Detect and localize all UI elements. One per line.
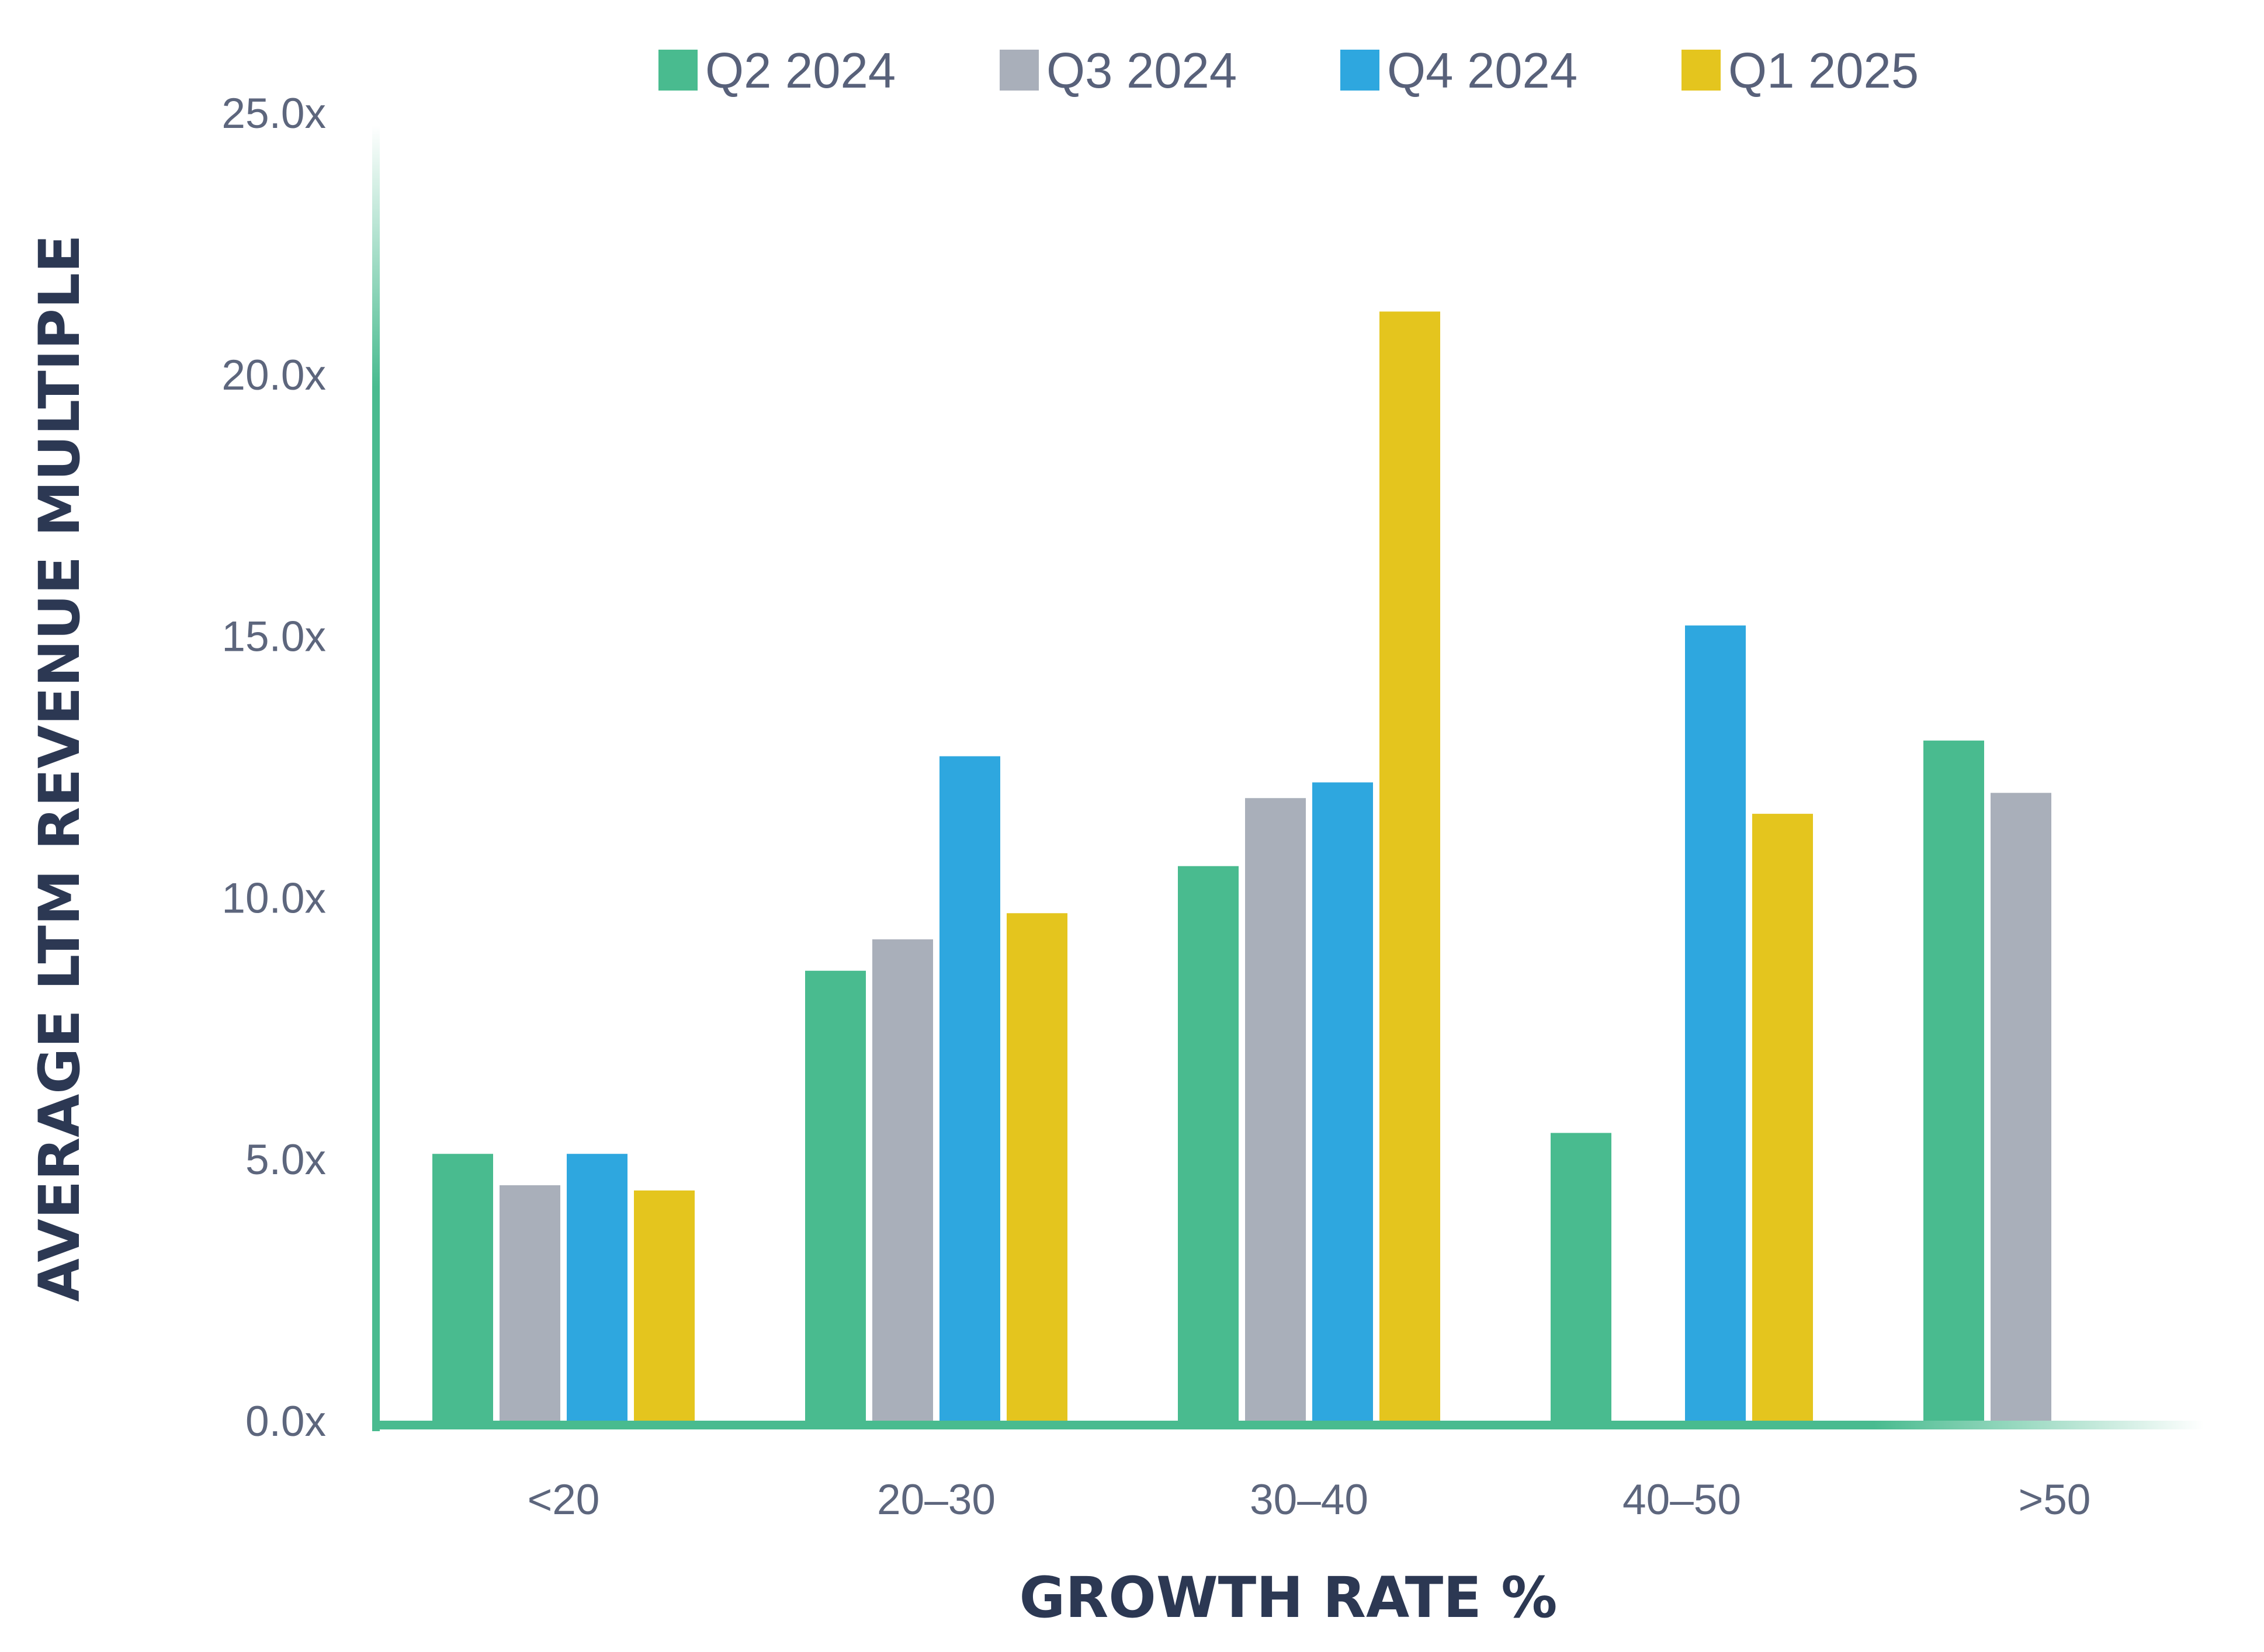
bar <box>805 970 866 1421</box>
legend-label: Q1 2025 <box>1728 43 1919 99</box>
legend-swatch <box>658 50 698 91</box>
bar <box>1685 625 1746 1421</box>
y-tick-label: 20.0x <box>221 352 326 399</box>
bar <box>1178 866 1239 1421</box>
y-tick-label: 5.0x <box>245 1136 326 1184</box>
legend-swatch <box>1681 50 1721 91</box>
x-axis-title: GROWTH RATE % <box>1020 1565 1558 1630</box>
bar <box>500 1185 560 1421</box>
legend-label: Q4 2024 <box>1387 43 1577 99</box>
y-axis-tick-labels: 0.0x 5.0x 10.0x 15.0x 20.0x 25.0x <box>221 90 326 1445</box>
bar <box>1923 740 1984 1421</box>
y-axis-line <box>372 126 380 1431</box>
bar <box>1007 913 1067 1421</box>
bar <box>1752 814 1813 1421</box>
x-tick-label: <20 <box>528 1476 600 1523</box>
legend-label: Q3 2024 <box>1046 43 1237 99</box>
bars <box>432 311 2051 1421</box>
y-tick-label: 10.0x <box>221 874 326 922</box>
bar <box>634 1190 695 1421</box>
legend: Q2 2024 Q3 2024 Q4 2024 Q1 2025 <box>658 43 1919 99</box>
legend-item: Q1 2025 <box>1681 43 1919 99</box>
bar <box>1379 311 1440 1421</box>
y-axis-title: AVERAGE LTM REVENUE MULTIPLE <box>27 234 92 1302</box>
x-tick-label: 20–30 <box>877 1476 996 1523</box>
x-tick-label: 30–40 <box>1250 1476 1368 1523</box>
legend-swatch <box>1000 50 1039 91</box>
x-axis-line <box>372 1421 2204 1429</box>
bar <box>872 939 933 1421</box>
y-tick-label: 0.0x <box>245 1398 326 1445</box>
x-tick-label: 40–50 <box>1622 1476 1741 1523</box>
x-axis-tick-labels: <20 20–30 30–40 40–50 >50 <box>528 1476 2091 1523</box>
bar <box>567 1154 627 1421</box>
legend-item: Q2 2024 <box>658 43 896 99</box>
y-tick-label: 25.0x <box>221 90 326 137</box>
y-tick-label: 15.0x <box>221 613 326 661</box>
x-tick-label: >50 <box>2019 1476 2091 1523</box>
legend-item: Q3 2024 <box>1000 43 1237 99</box>
bar <box>1312 782 1373 1421</box>
legend-label: Q2 2024 <box>705 43 896 99</box>
bar <box>1991 793 2051 1421</box>
legend-swatch <box>1340 50 1379 91</box>
legend-item: Q4 2024 <box>1340 43 1577 99</box>
bar <box>432 1154 493 1421</box>
bar <box>1551 1133 1611 1421</box>
bar <box>939 756 1000 1421</box>
bar <box>1245 798 1306 1421</box>
